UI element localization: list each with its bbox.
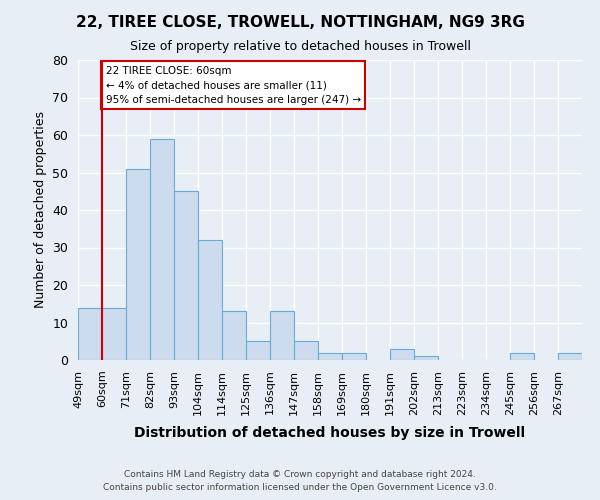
Bar <box>174 191 198 360</box>
Y-axis label: Number of detached properties: Number of detached properties <box>34 112 47 308</box>
Bar <box>390 349 414 360</box>
Bar <box>558 352 582 360</box>
Bar <box>342 352 366 360</box>
Bar <box>198 240 222 360</box>
Text: Contains HM Land Registry data © Crown copyright and database right 2024.
Contai: Contains HM Land Registry data © Crown c… <box>103 470 497 492</box>
Bar <box>102 308 126 360</box>
Text: 22, TIREE CLOSE, TROWELL, NOTTINGHAM, NG9 3RG: 22, TIREE CLOSE, TROWELL, NOTTINGHAM, NG… <box>76 15 524 30</box>
Bar <box>270 311 294 360</box>
Bar <box>294 341 318 360</box>
Bar <box>78 308 102 360</box>
Text: Size of property relative to detached houses in Trowell: Size of property relative to detached ho… <box>130 40 470 53</box>
Bar <box>414 356 438 360</box>
X-axis label: Distribution of detached houses by size in Trowell: Distribution of detached houses by size … <box>134 426 526 440</box>
Bar <box>318 352 342 360</box>
Text: 22 TIREE CLOSE: 60sqm
← 4% of detached houses are smaller (11)
95% of semi-detac: 22 TIREE CLOSE: 60sqm ← 4% of detached h… <box>106 66 361 105</box>
Bar <box>126 169 150 360</box>
Bar <box>510 352 534 360</box>
Bar <box>222 311 246 360</box>
Bar <box>150 138 174 360</box>
Bar <box>246 341 270 360</box>
